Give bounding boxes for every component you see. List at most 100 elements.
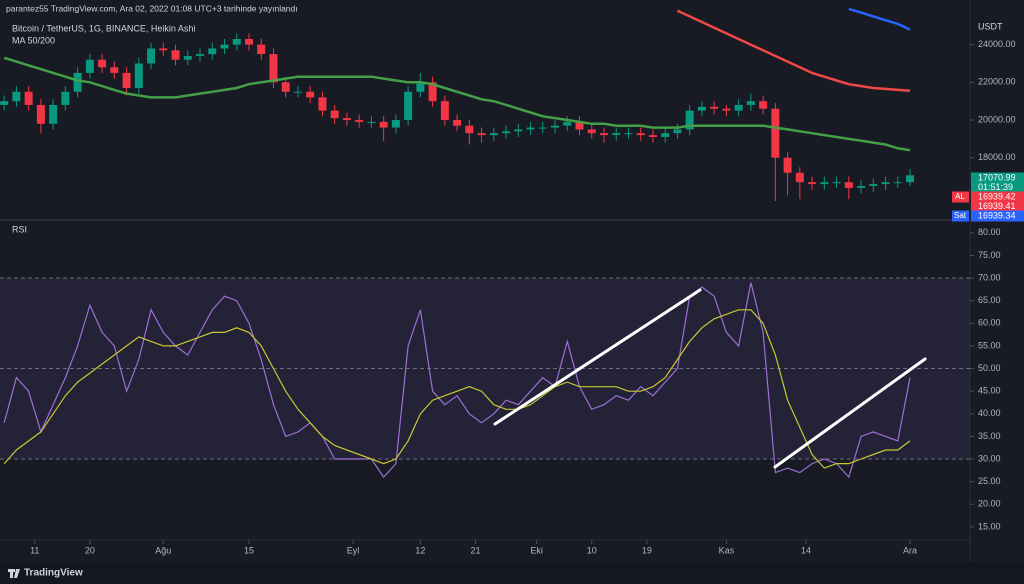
candle-body <box>587 129 596 134</box>
candle-body <box>771 108 780 158</box>
rsi-tick-label: 75.00 <box>978 250 1001 260</box>
price-label-box <box>971 210 1024 222</box>
time-tick-label: Eki <box>530 545 543 555</box>
rsi-tick-label: 55.00 <box>978 340 1001 350</box>
series-line <box>848 7 911 31</box>
rsi-title: RSI <box>12 224 27 234</box>
time-tick-label: Ağu <box>155 545 171 555</box>
candle-body <box>563 121 572 126</box>
header: parantez55 TradingView.com, Ara 02, 2022… <box>6 3 298 13</box>
candle-body <box>722 108 731 111</box>
candle-body <box>85 59 94 73</box>
rsi-tick-label: 45.00 <box>978 386 1001 396</box>
candle-body <box>196 54 205 56</box>
trend-line <box>773 357 927 469</box>
candle-body <box>832 182 841 184</box>
candle-body <box>661 133 670 137</box>
time-tick-label: 20 <box>85 545 95 555</box>
indicator-legend: MA 50/200 <box>12 35 55 45</box>
candle-body <box>893 182 902 184</box>
price-tick-label: 24000.00 <box>978 39 1016 49</box>
candle-body <box>795 172 804 183</box>
footer-bar <box>0 562 1024 584</box>
candle-body <box>12 91 21 102</box>
rsi-tick-label: 40.00 <box>978 408 1001 418</box>
candle-body <box>110 67 119 73</box>
price-tick-label: 18000.00 <box>978 152 1016 162</box>
rsi-tick-label: 20.00 <box>978 499 1001 509</box>
candle-body <box>599 133 608 136</box>
trend-line <box>493 288 702 426</box>
price-tick-label: 20000.00 <box>978 114 1016 124</box>
time-tick-label: Eyl <box>347 545 360 555</box>
candle-body <box>551 125 560 128</box>
candle-body <box>746 101 755 105</box>
candle-body <box>293 91 302 93</box>
series-line <box>3 282 911 479</box>
candle-body <box>857 185 866 188</box>
time-tick-label: 14 <box>801 545 811 555</box>
rsi-tick-label: 50.00 <box>978 363 1001 373</box>
candle-body <box>697 106 706 111</box>
chart-title: Bitcoin / TetherUS, 1G, BINANCE, Heikin … <box>12 23 195 33</box>
candle-body <box>489 133 498 136</box>
price-label: 16939.42 <box>978 191 1016 201</box>
axis-unit: USDT <box>978 21 1003 31</box>
candle-body <box>612 133 621 136</box>
candle-body <box>477 133 486 136</box>
candle-body <box>440 101 449 121</box>
candle-body <box>404 91 413 121</box>
candle-body <box>49 104 58 124</box>
time-tick-label: 11 <box>30 545 39 555</box>
candle-body <box>881 182 890 185</box>
candle-body <box>453 120 462 126</box>
candle-body <box>367 121 376 123</box>
candle-body <box>257 44 266 55</box>
price-label: 17070.99 <box>978 172 1016 182</box>
candle-body <box>624 133 633 135</box>
time-tick-label: 21 <box>470 545 480 555</box>
price-label-box <box>971 182 1024 193</box>
candle-body <box>208 48 217 55</box>
candle-body <box>685 110 694 130</box>
candle-body <box>244 39 253 45</box>
candle-body <box>673 129 682 134</box>
candle-body <box>502 131 511 134</box>
series-line <box>3 309 911 469</box>
candle-body <box>355 120 364 122</box>
price-tick-label: 22000.00 <box>978 77 1016 87</box>
candle-body <box>342 118 351 121</box>
footer-brand: TradingView <box>24 568 83 579</box>
axes-layer: 18000.00 20000.00 22000.00 24000.00 17070.99… <box>30 39 1024 555</box>
rsi-tick-label: 80.00 <box>978 227 1001 237</box>
candle-body <box>306 91 315 98</box>
candle-body <box>269 54 278 83</box>
candle-body <box>734 104 743 111</box>
candle-body <box>73 72 82 92</box>
candle-body <box>330 110 339 119</box>
candle-body <box>98 59 107 68</box>
price-label-box <box>971 201 1024 212</box>
candle-body <box>906 175 915 183</box>
rsi-tick-label: 30.00 <box>978 453 1001 463</box>
time-tick-label: 19 <box>642 545 652 555</box>
price-label: 01:51:39 <box>978 182 1013 192</box>
candle-body <box>36 104 45 124</box>
candle-body <box>183 55 192 60</box>
rsi-tick-label: 70.00 <box>978 272 1001 282</box>
candle-body <box>526 127 535 130</box>
candle-body <box>232 39 241 45</box>
candle-body <box>379 121 388 128</box>
candle-body <box>636 133 645 136</box>
candle-body <box>61 91 70 105</box>
logo <box>8 569 20 578</box>
rsi-tick-label: 35.00 <box>978 431 1001 441</box>
price-label-box <box>971 191 1024 203</box>
candle-body <box>159 48 168 51</box>
candle-body <box>122 72 131 88</box>
candle-body <box>514 129 523 132</box>
rsi-tick-label: 25.00 <box>978 476 1001 486</box>
candle-body <box>281 82 290 92</box>
time-tick-label: 15 <box>244 545 254 555</box>
